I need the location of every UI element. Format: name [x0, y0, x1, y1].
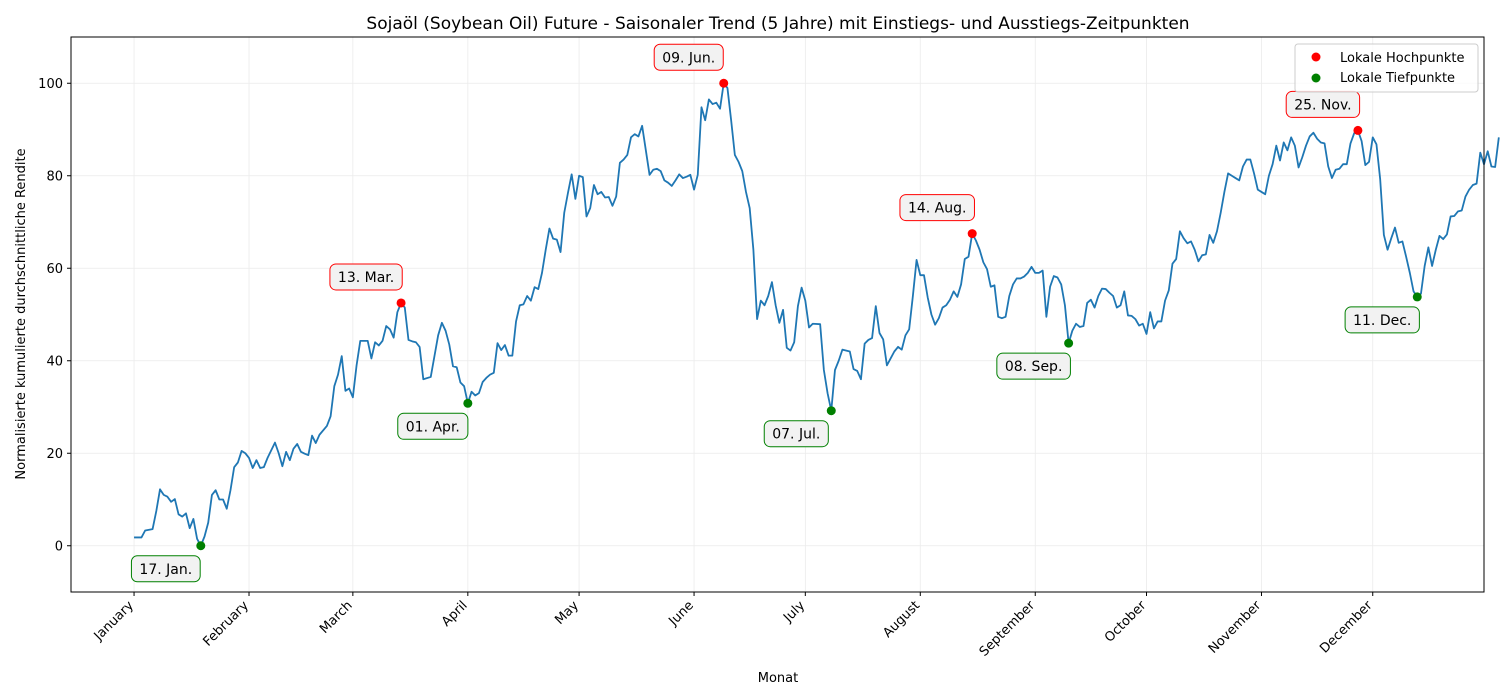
- low-point-marker: [463, 398, 473, 408]
- annotation-label: 01. Apr.: [406, 419, 460, 435]
- chart-title: Sojaöl (Soybean Oil) Future - Saisonaler…: [366, 14, 1189, 34]
- low-point-marker: [826, 406, 836, 416]
- annotation-box: [899, 194, 975, 222]
- legend-low-label: Lokale Tiefpunkte: [1340, 71, 1455, 86]
- legend-high-marker: [1311, 52, 1321, 62]
- x-axis-title: Monat: [758, 671, 798, 686]
- annotation-box: [996, 352, 1071, 380]
- low-annotation: 17. Jan.: [130, 555, 201, 583]
- x-tick-label: February: [201, 598, 253, 650]
- annotations: 13. Mar. 09. Jun. 14. Aug. 25. Nov. 17. Jan.…: [130, 43, 1420, 583]
- high-point-marker: [396, 298, 406, 308]
- high-annotation: 25. Nov.: [1285, 90, 1361, 118]
- low-annotation: 08. Sep.: [996, 352, 1071, 380]
- annotation-label: 14. Aug.: [908, 201, 967, 217]
- low-point-marker: [196, 541, 206, 551]
- annotation-label: 07. Jul.: [772, 427, 820, 443]
- annotation-box: [329, 263, 403, 291]
- y-tick-label: 100: [38, 77, 63, 92]
- high-point-marker: [1353, 125, 1363, 135]
- annotation-label: 17. Jan.: [139, 562, 192, 578]
- high-point-marker: [967, 229, 977, 239]
- x-tick-label: October: [1102, 598, 1150, 646]
- y-tick-label: 40: [46, 354, 63, 369]
- legend-box: [1294, 43, 1479, 93]
- low-point-marker: [1412, 292, 1422, 302]
- legend-high-label: Lokale Hochpunkte: [1340, 51, 1464, 66]
- x-tick-label: November: [1206, 598, 1265, 657]
- x-tick-label: January: [91, 598, 137, 644]
- y-tick-label: 20: [46, 447, 63, 462]
- annotation-label: 09. Jun.: [662, 50, 715, 66]
- annotation-label: 11. Dec.: [1353, 313, 1411, 329]
- annotation-box: [397, 412, 469, 440]
- x-tick-label: June: [666, 598, 697, 629]
- line-series: [134, 82, 1500, 547]
- series-line: [134, 82, 1500, 547]
- annotation-box: [653, 43, 724, 71]
- low-annotation: 01. Apr.: [397, 412, 469, 440]
- plot-area: [70, 36, 1485, 593]
- low-point-marker: [1064, 338, 1074, 348]
- annotation-label: 25. Nov.: [1294, 97, 1351, 113]
- low-annotation: 11. Dec.: [1344, 306, 1420, 334]
- annotation-box: [130, 555, 201, 583]
- x-axis-ticks: January February March April May June July Augu…: [91, 592, 1376, 660]
- annotation-label: 13. Mar.: [338, 270, 394, 286]
- high-annotation: 13. Mar.: [329, 263, 403, 291]
- annotation-label: 08. Sep.: [1005, 359, 1063, 375]
- high-point-marker: [719, 78, 729, 88]
- x-tick-label: September: [977, 598, 1039, 660]
- x-tick-label: March: [317, 598, 356, 637]
- extrema-markers: [196, 78, 1422, 551]
- y-axis-ticks: 0 20 40 60 80 100: [38, 77, 71, 554]
- x-tick-label: July: [780, 598, 808, 626]
- y-tick-label: 60: [46, 262, 63, 277]
- x-tick-label: December: [1317, 598, 1376, 657]
- y-tick-label: 80: [46, 169, 63, 184]
- x-tick-label: April: [439, 598, 471, 630]
- legend-low-marker: [1311, 73, 1321, 83]
- y-axis-title: Normalisierte kumulierte durchschnittlic…: [14, 148, 29, 479]
- low-annotation: 07. Jul.: [763, 420, 829, 448]
- annotation-box: [763, 420, 829, 448]
- x-tick-label: August: [880, 598, 923, 641]
- x-tick-label: May: [552, 598, 582, 628]
- legend: Lokale Hochpunkte Lokale Tiefpunkte: [1294, 43, 1479, 93]
- high-annotation: 09. Jun.: [653, 43, 724, 71]
- annotation-box: [1344, 306, 1420, 334]
- y-tick-label: 0: [55, 539, 63, 554]
- high-annotation: 14. Aug.: [899, 194, 975, 222]
